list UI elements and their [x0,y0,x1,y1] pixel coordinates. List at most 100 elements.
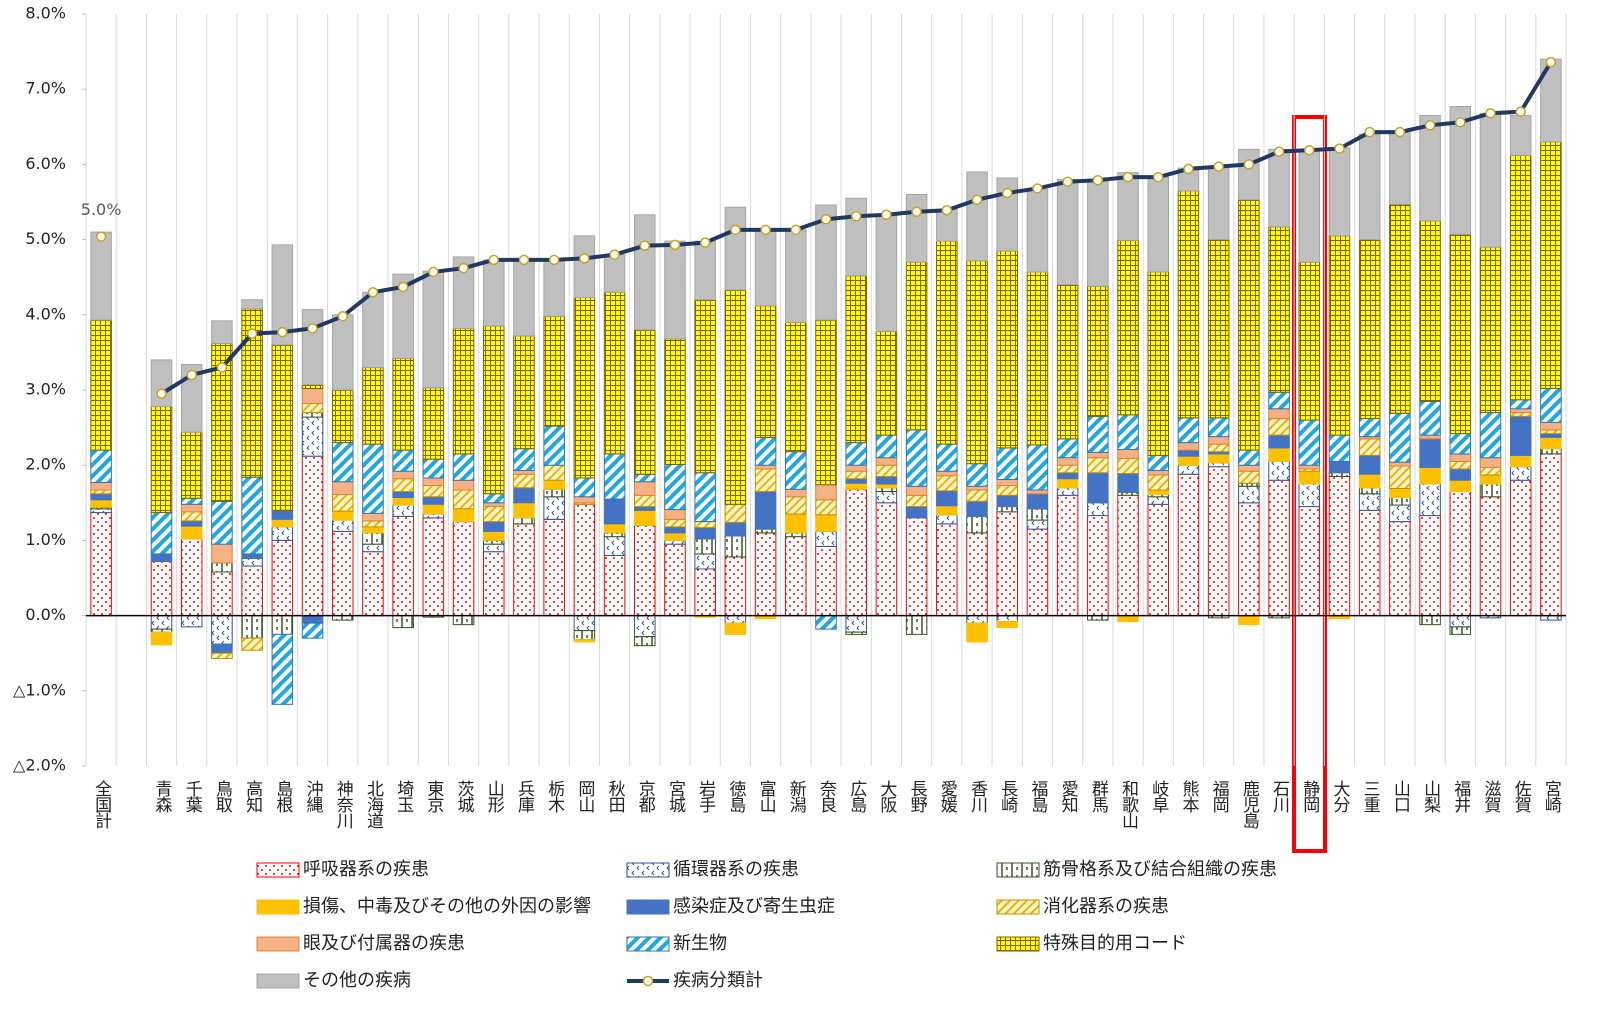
total-marker [699,237,711,248]
legend-label: 新生物 [673,933,727,954]
total-marker [820,214,832,225]
x-tick-label: 静岡 [1299,780,1320,814]
bar-segment [664,543,686,617]
total-marker [186,369,197,381]
bar-segment [1509,154,1532,401]
y-tick-label: 2.0% [25,455,66,474]
bar-segment [1509,454,1532,468]
bar-segment [331,314,354,391]
bar-segment [875,457,898,466]
bar-segment [1177,473,1200,617]
legend-swatch [626,862,670,878]
total-marker [1394,126,1406,138]
legend-item: 眼及び付属器の疾患 [256,933,465,954]
bar-segment [966,171,988,262]
x-tick-label: 島根 [272,780,293,813]
x-tick-label: 青森 [152,780,173,813]
bar-segment [664,240,686,340]
bar-segment [875,475,898,485]
bar-segment [875,483,898,489]
bar-segment [845,488,867,617]
bar-segment [482,325,505,495]
bar-segment [90,493,112,501]
bar-segment [815,499,837,516]
bar-segment [482,259,505,327]
bar-segment [422,496,445,505]
total-marker [216,362,228,373]
bar-segment [1479,112,1502,248]
bar-segment [1207,436,1230,445]
bar-segment [362,532,384,545]
legend-item: 感染症及び寄生虫症 [626,896,835,917]
bar-segment [301,412,324,418]
bar-segment [180,520,203,527]
bar-segment [1087,178,1109,287]
bar-segment [392,491,414,499]
y-tick-label: 1.0% [25,530,66,549]
bar-segment [543,496,565,520]
bar-segment [1389,132,1411,205]
x-tick-label: 山梨 [1420,780,1441,813]
bar-segment [875,434,898,459]
x-tick-label: 三重 [1360,780,1381,813]
total-marker [881,209,892,221]
bar-segment [1238,449,1260,466]
total-marker [518,254,530,266]
bar-segment [422,270,445,389]
bar-segment [1298,470,1321,485]
bar-segment [271,244,294,346]
bar-segment [452,521,475,617]
bar-segment [211,320,233,344]
total-marker [307,323,318,334]
bar-segment [1358,454,1381,475]
bar-segment [1328,475,1351,617]
bar-segment [1358,133,1381,241]
bar-segment [1147,271,1170,456]
bar-segment [996,621,1018,629]
bar-segment [966,532,988,617]
bar-segment [724,521,747,537]
bar-segment [180,525,203,540]
bar-segment [301,387,324,405]
total-marker [1243,159,1255,170]
bar-segment [754,464,777,470]
bar-segment [1540,429,1562,435]
legend-swatch [996,862,1040,878]
bar-segment [1026,508,1049,521]
bar-segment [634,214,656,331]
bar-segment [966,615,988,624]
bar-segment [845,615,867,633]
bar-segment [905,506,928,519]
bar-segment [422,485,445,498]
total-marker [1152,171,1164,183]
bar-segment [754,491,777,530]
total-marker [548,254,560,266]
bar-segment [815,615,837,630]
bar-segment [573,477,596,498]
bar-segment [422,477,445,487]
bar-segment [211,652,233,659]
bar-segment [1238,502,1260,617]
bar-segment [90,508,112,514]
bar-segment [392,615,414,629]
bar-segment [271,539,294,617]
x-tick-label: 富山 [756,780,776,813]
bar-segment [754,468,777,493]
x-tick-label: 沖縄 [303,780,324,813]
bar-segment [785,496,807,515]
bar-segment [634,636,656,647]
bar-segment [271,615,294,635]
bar-segment [241,476,263,555]
bar-segment [724,206,747,291]
legend-marker [642,975,654,987]
bar-segment [543,425,565,466]
bar-segment [1540,436,1562,450]
bar-segment [815,514,837,532]
bar-segment [1268,391,1290,410]
bar-segment [1298,483,1321,508]
bar-segment [1449,479,1472,493]
total-marker [156,388,167,400]
bar-segment [694,521,716,529]
bar-segment [845,470,867,480]
bar-segment [362,520,384,528]
